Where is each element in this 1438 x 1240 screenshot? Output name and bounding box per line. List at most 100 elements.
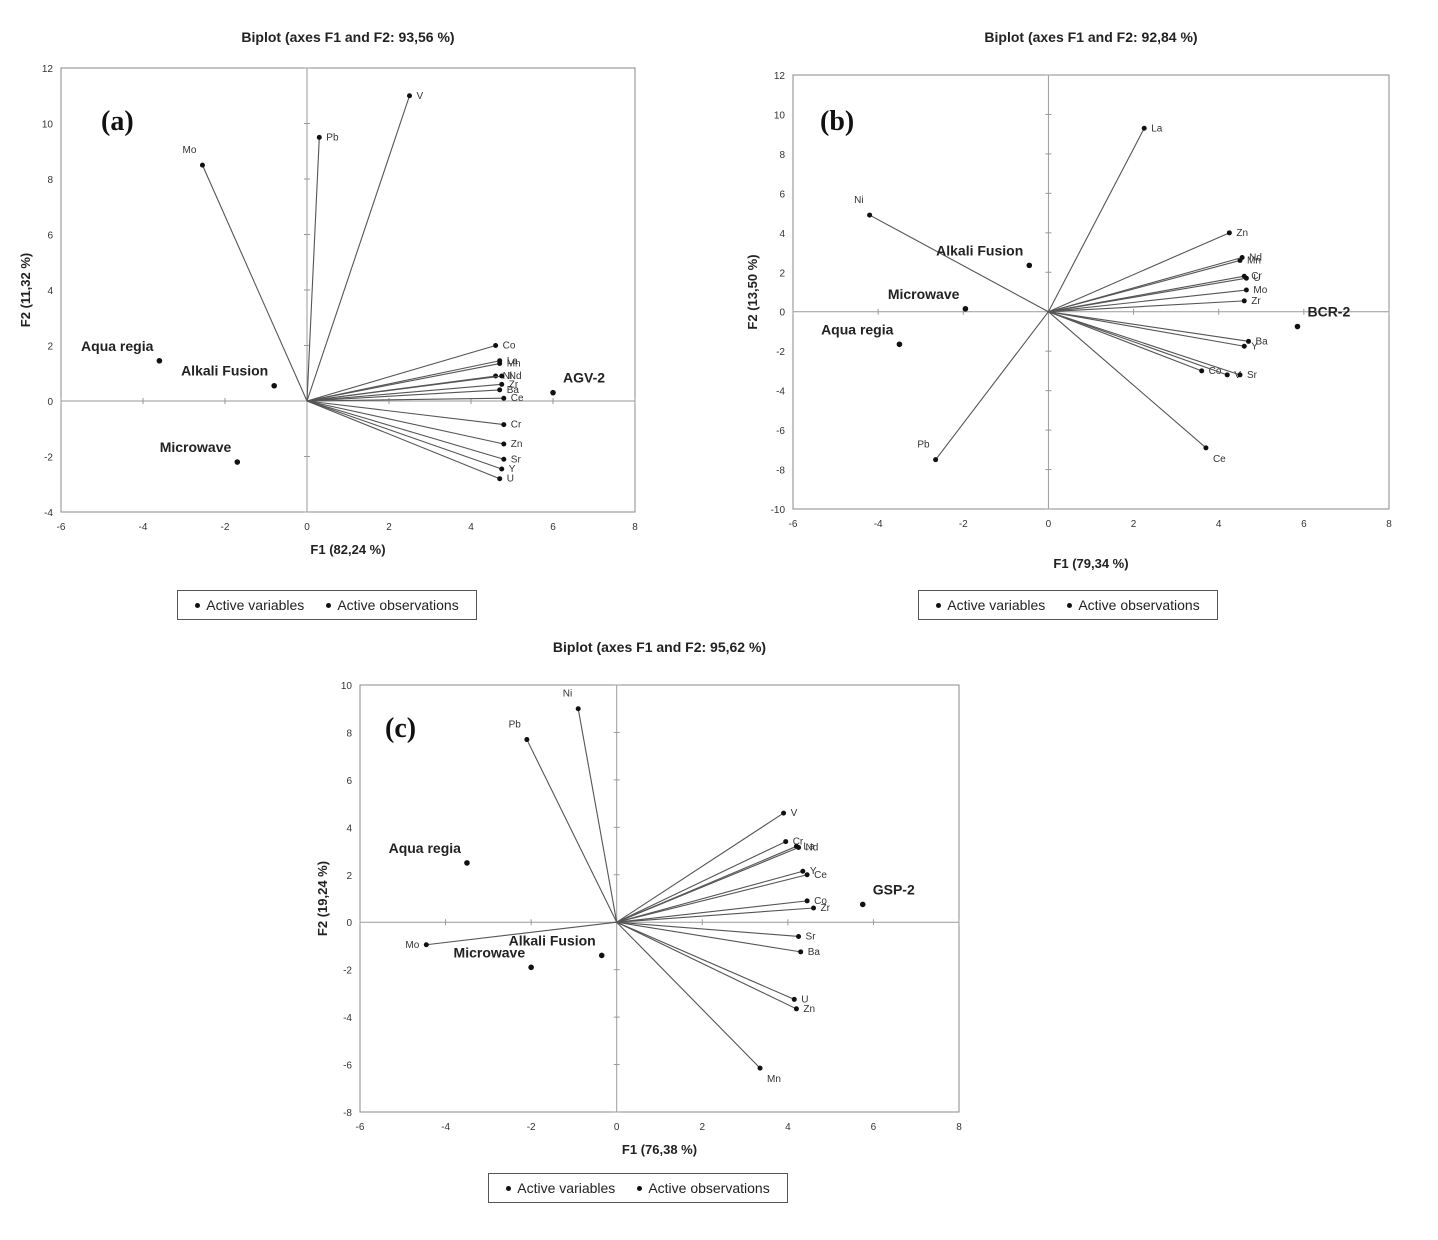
variable-vector	[1048, 311, 1207, 449]
y-tick-label: 2	[346, 871, 352, 882]
x-axis-label: F1 (79,34 %)	[1053, 556, 1128, 571]
legend-label: Active variables	[206, 597, 305, 613]
x-tick-label: 6	[1301, 519, 1307, 530]
x-tick-label: -4	[139, 522, 148, 533]
y-tick-label: -2	[44, 453, 53, 464]
observation-label: Aqua regia	[81, 338, 154, 354]
x-tick-label: 4	[785, 1122, 791, 1133]
legend-entry: Active variables	[195, 597, 304, 613]
legend-label: Active observations	[337, 597, 459, 613]
variable-vector	[1048, 311, 1249, 342]
x-tick-label: -4	[874, 519, 883, 530]
chart-legend: Active variables Active observations	[488, 1173, 788, 1203]
variable-point	[796, 933, 802, 939]
observation-label: Aqua regia	[821, 321, 894, 337]
y-tick-label: 8	[779, 150, 785, 161]
variable-point	[497, 476, 503, 482]
observation-point	[598, 952, 605, 959]
y-tick-label: 0	[346, 918, 352, 929]
variable-point	[811, 905, 817, 911]
variable-vector	[1048, 300, 1245, 313]
variable-vector	[306, 137, 320, 402]
legend-entry: Active observations	[1067, 597, 1200, 613]
x-axis-label: F1 (76,38 %)	[622, 1142, 697, 1157]
variable-label: Cr	[511, 420, 522, 431]
x-tick-label: -2	[959, 519, 968, 530]
variable-vector	[616, 841, 786, 923]
observation-label: GSP-2	[873, 881, 915, 897]
panel-label: (a)	[101, 106, 134, 137]
variable-vector	[616, 870, 803, 923]
variable-point	[423, 942, 429, 948]
variable-point	[793, 1006, 799, 1012]
variable-label: Ni	[503, 371, 512, 382]
variable-vector	[306, 389, 500, 402]
legend-entry: Active observations	[326, 597, 459, 613]
y-tick-label: -4	[44, 508, 53, 519]
variable-point	[493, 343, 499, 348]
variable-vector	[616, 900, 808, 923]
y-tick-label: 4	[779, 229, 785, 240]
y-tick-label: 6	[779, 189, 785, 200]
variable-vector	[616, 921, 799, 938]
y-tick-label: 10	[42, 120, 54, 131]
chart-panel-0: -6 -4 -2 0 2 4 6 8 -4 -2 0 2 4 6 8 10 12 Biplot (axes F1 …	[18, 29, 638, 557]
variable-label: U	[801, 994, 808, 1005]
observation-label: BCR-2	[1307, 304, 1350, 320]
variable-point	[501, 441, 507, 447]
variable-vector	[1048, 277, 1247, 313]
variable-label: Y	[1251, 341, 1258, 352]
variable-point	[499, 373, 505, 379]
observation-label: Microwave	[160, 439, 232, 455]
variable-label: Ba	[507, 385, 520, 396]
observation-label: Aqua regia	[389, 840, 462, 856]
variable-vector	[616, 921, 761, 1069]
variable-point	[501, 422, 507, 428]
x-tick-label: 4	[468, 522, 474, 533]
x-tick-label: -6	[789, 519, 798, 530]
y-axis-label: F2 (19,24 %)	[315, 861, 330, 936]
x-tick-label: -4	[441, 1122, 450, 1133]
variable-vector	[1048, 232, 1230, 313]
variable-point	[781, 810, 787, 816]
observation-label: Microwave	[888, 286, 960, 302]
variable-point	[798, 949, 804, 955]
variable-label: Co	[1209, 366, 1222, 377]
legend-marker	[936, 602, 942, 608]
variable-point	[1237, 372, 1243, 378]
observation-label: Alkali Fusion	[936, 242, 1023, 258]
variable-point	[933, 457, 939, 463]
variable-point	[804, 872, 810, 878]
variable-vector	[1047, 128, 1145, 312]
x-tick-label: -6	[57, 522, 66, 533]
variable-label: Mn	[507, 359, 521, 370]
variable-vector	[616, 907, 814, 923]
legend-label: Active observations	[1078, 597, 1200, 613]
variable-point	[1243, 287, 1249, 293]
variable-label: Pb	[917, 440, 930, 451]
variable-vector	[306, 383, 502, 402]
observation-point	[271, 382, 278, 389]
observation-point	[1026, 262, 1033, 269]
variable-label: Mo	[405, 940, 419, 951]
variable-vector	[1048, 311, 1202, 372]
x-tick-label: 4	[1216, 519, 1222, 530]
variable-point	[501, 395, 507, 401]
variable-vector	[306, 362, 500, 402]
variable-label: Zn	[1236, 228, 1248, 239]
y-tick-label: -4	[343, 1013, 352, 1024]
panel-label: (c)	[385, 713, 416, 744]
observation-point	[859, 901, 866, 908]
y-tick-label: 12	[42, 64, 54, 75]
variable-point	[1239, 254, 1245, 260]
x-tick-label: 6	[550, 522, 556, 533]
observation-point	[528, 964, 534, 971]
variable-label: Co	[814, 896, 827, 907]
chart-panel-2: -6 -4 -2 0 2 4 6 8 -8 -6 -4 -2 0 2 4 6 8 10 Biplot (axes F…	[315, 639, 962, 1157]
variable-point	[493, 373, 499, 379]
variable-label: Mo	[1253, 285, 1267, 296]
variable-point	[1203, 445, 1209, 451]
variable-label: V	[417, 91, 424, 102]
variable-vector	[616, 846, 799, 923]
variable-label: Zr	[509, 379, 519, 390]
